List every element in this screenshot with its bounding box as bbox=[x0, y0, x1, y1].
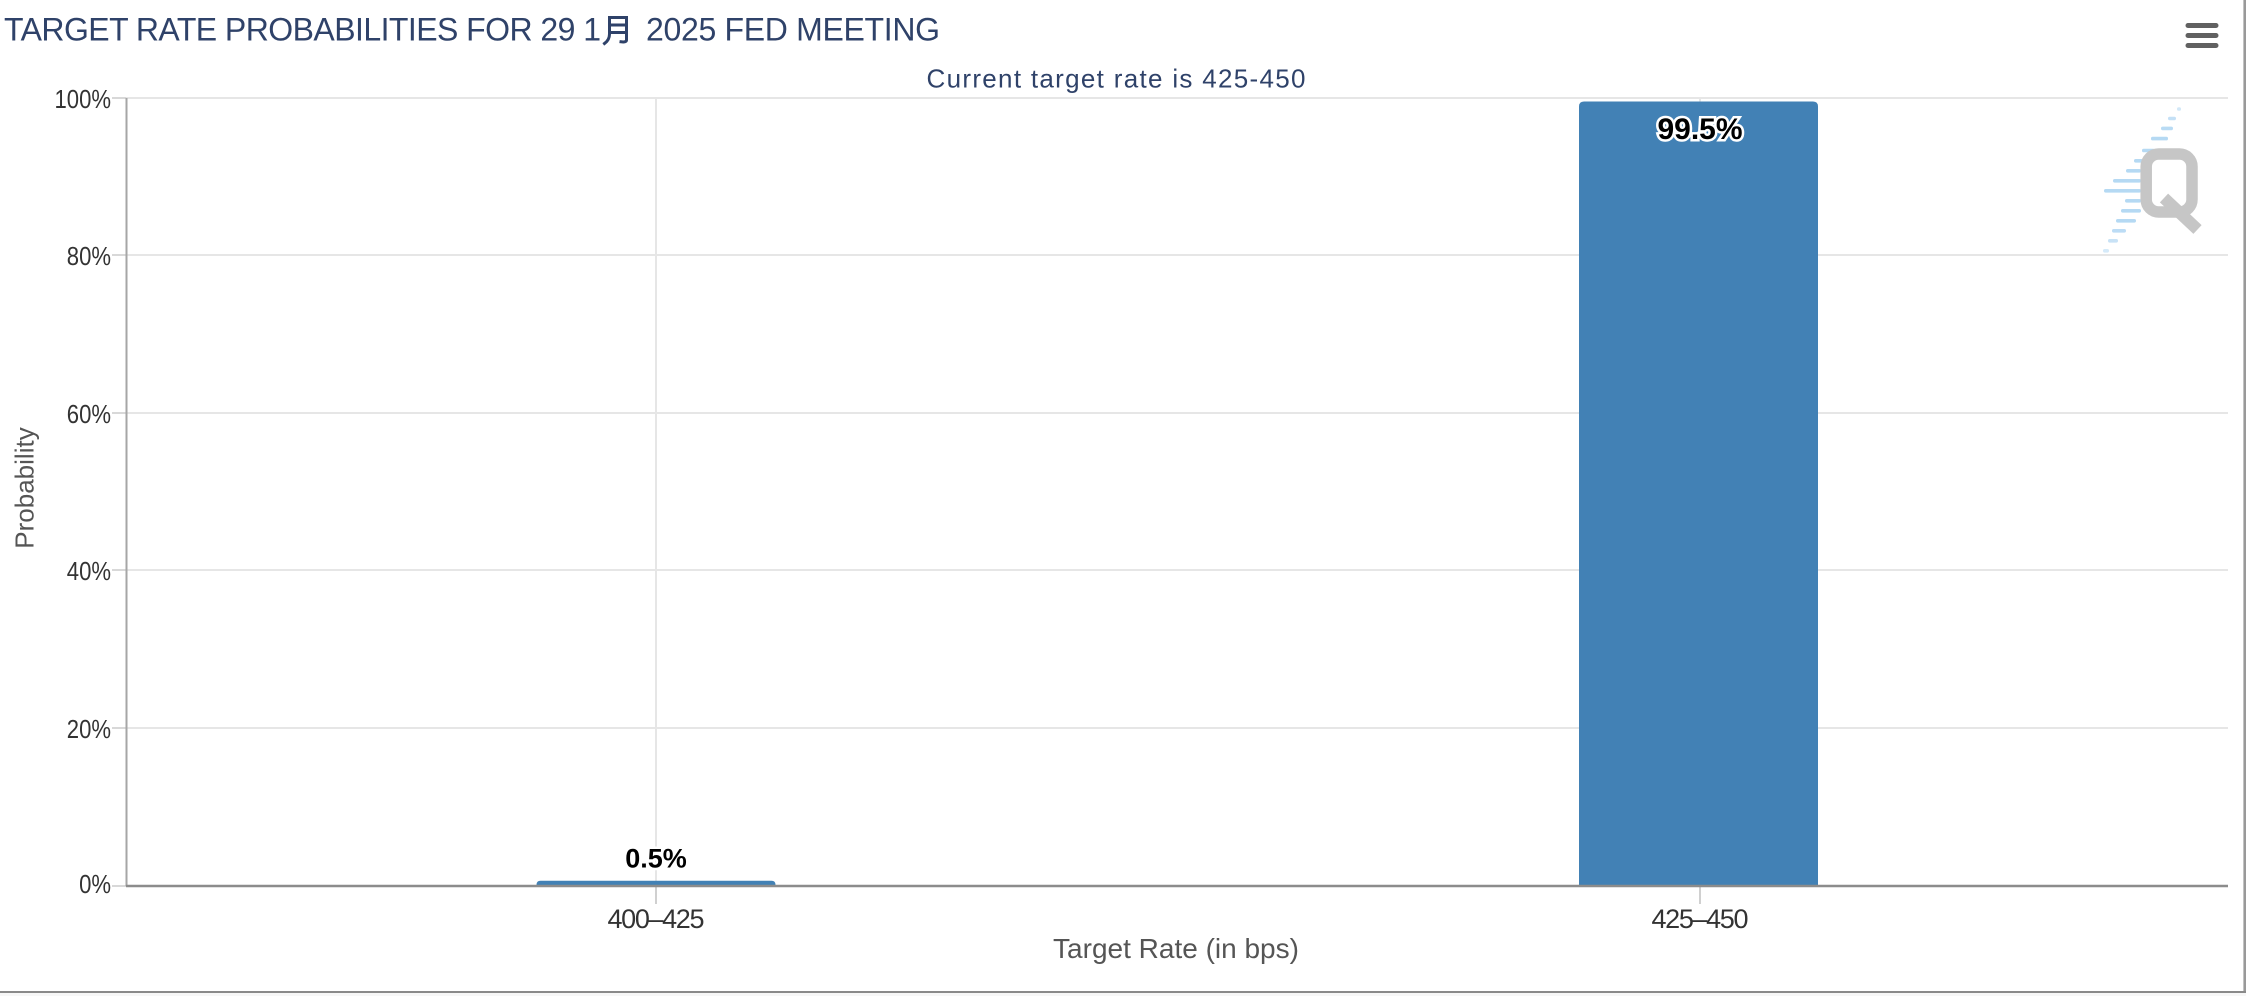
svg-text:80%: 80% bbox=[67, 242, 111, 271]
svg-text:0%: 0% bbox=[79, 870, 111, 899]
svg-text:Probability: Probability bbox=[10, 427, 40, 548]
svg-text:60%: 60% bbox=[67, 400, 111, 429]
svg-text:40%: 40% bbox=[67, 557, 111, 586]
svg-text:Target Rate (in bps): Target Rate (in bps) bbox=[1053, 933, 1299, 964]
svg-text:TARGET RATE PROBABILITIES FOR: TARGET RATE PROBABILITIES FOR 29 1 bbox=[4, 12, 601, 48]
svg-text:99.5%: 99.5% bbox=[1657, 113, 1742, 146]
svg-text:0.5%: 0.5% bbox=[625, 844, 687, 874]
svg-text:425–450: 425–450 bbox=[1652, 904, 1749, 934]
svg-text:400–425: 400–425 bbox=[608, 904, 705, 934]
svg-text:20%: 20% bbox=[67, 715, 111, 744]
svg-text:2025 FED MEETING: 2025 FED MEETING bbox=[646, 12, 940, 48]
svg-text:Current target rate is 425-450: Current target rate is 425-450 bbox=[927, 64, 1306, 94]
svg-text:100%: 100% bbox=[55, 85, 111, 114]
